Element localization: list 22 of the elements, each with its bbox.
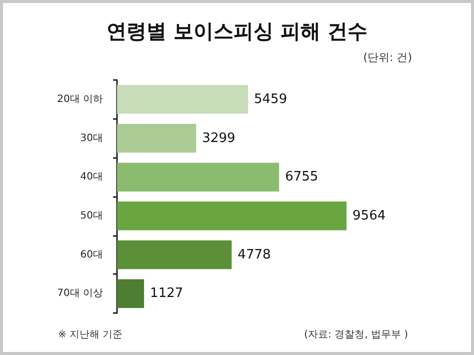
data-label: 6755 xyxy=(285,170,318,185)
y-tick-label: 20대 이하 xyxy=(57,94,103,105)
text: (자료: 경찰청, 법무부 ) xyxy=(304,330,408,340)
text: (단위: 건) xyxy=(363,51,412,64)
bar xyxy=(117,162,280,192)
y-tick-label: 30대 xyxy=(80,132,103,144)
data-label: 3299 xyxy=(202,130,236,146)
data-label: 9564 xyxy=(352,208,386,224)
bar xyxy=(117,202,347,230)
data-label: 5459 xyxy=(254,92,288,107)
bar xyxy=(117,85,248,114)
y-tick-label: 50대 xyxy=(80,210,103,222)
text: ※ 지난해 기준 xyxy=(58,330,123,340)
bar xyxy=(117,240,232,270)
bar xyxy=(117,124,196,153)
data-label: 1127 xyxy=(150,286,184,302)
y-tick-label: 40대 xyxy=(80,172,103,183)
y-tick-label: 70대 이상 xyxy=(57,288,103,300)
chart-title: 연령별 보이스피싱 피해 건수 xyxy=(106,19,368,43)
data-label: 4778 xyxy=(238,247,271,262)
bar xyxy=(117,279,144,308)
y-tick-label: 60대 xyxy=(80,249,103,260)
